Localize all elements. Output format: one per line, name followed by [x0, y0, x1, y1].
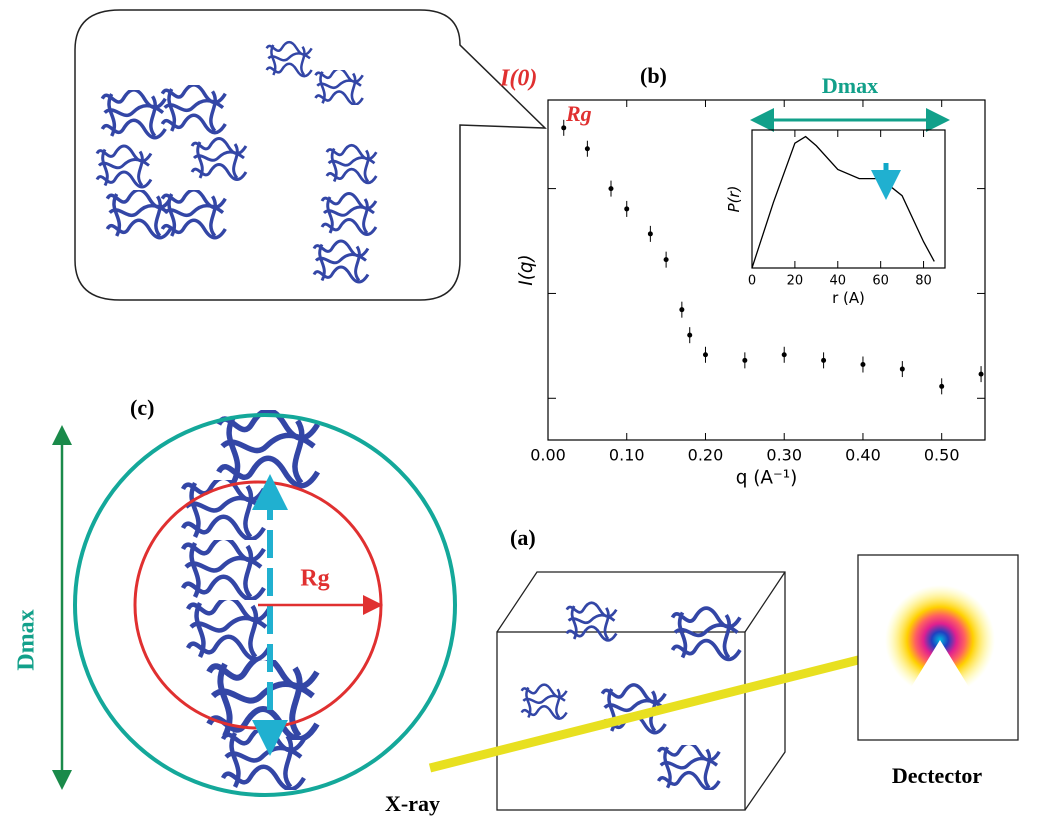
point	[585, 146, 590, 151]
y-axis-label: P(r)	[725, 186, 743, 213]
point	[648, 231, 653, 236]
data-line	[752, 137, 934, 268]
x-tick-label: 0.20	[688, 446, 724, 465]
plot-frame	[752, 130, 945, 268]
point	[742, 358, 747, 363]
x-tick-label: 0	[748, 274, 756, 289]
x-tick-label: 0.50	[924, 446, 960, 465]
rg-label: Rg	[565, 101, 592, 126]
point	[939, 384, 944, 389]
callout	[75, 10, 545, 300]
protein-group	[183, 411, 318, 790]
inset-chart: 0 20 40 60 80 r (A) P(r)	[725, 130, 945, 307]
x-axis-label: q (A⁻¹)	[736, 467, 798, 488]
main-chart: 0.00 0.10 0.20 0.30 0.40 0.50 q (A⁻¹) I(q)	[516, 100, 985, 488]
x-tick-label: 0.00	[530, 446, 566, 465]
point	[561, 125, 566, 130]
point	[624, 206, 629, 211]
x-tick-label: 60	[872, 274, 889, 289]
page: { "labels": { "panel_a": "(a)", "panel_b…	[0, 0, 1043, 821]
point	[703, 352, 708, 357]
detector-label: Dectector	[892, 763, 983, 788]
x-tick-label: 40	[830, 274, 847, 289]
plot-frame	[548, 100, 985, 440]
figure: I(0) (b) Rg Dmax 0.00 0.10 0.20 0.30 0.40 0.5…	[0, 0, 1043, 821]
point	[900, 367, 905, 372]
y-axis-label: I(q)	[516, 254, 537, 285]
x-tick-label: 0.30	[766, 446, 802, 465]
point	[687, 333, 692, 338]
x-axis-label: r (A)	[832, 289, 865, 307]
x-tick-label: 0.10	[609, 446, 645, 465]
point	[821, 358, 826, 363]
point	[679, 307, 684, 312]
x-tick-label: 80	[915, 274, 932, 289]
point	[608, 186, 613, 191]
dmax-label: Dmax	[822, 73, 878, 98]
panel-label: (a)	[510, 525, 536, 550]
point	[664, 257, 669, 262]
point	[860, 362, 865, 367]
x-tick-label: 0.40	[845, 446, 881, 465]
panel-label: (c)	[130, 395, 154, 420]
xray-label: X-ray	[385, 791, 440, 816]
panel-label: (b)	[640, 63, 667, 88]
dmax-label: Dmax	[14, 609, 40, 670]
point	[979, 372, 984, 377]
rg-label: Rg	[300, 566, 329, 592]
x-tick-label: 20	[787, 274, 804, 289]
i0-label: I(0)	[499, 66, 537, 92]
point	[782, 352, 787, 357]
